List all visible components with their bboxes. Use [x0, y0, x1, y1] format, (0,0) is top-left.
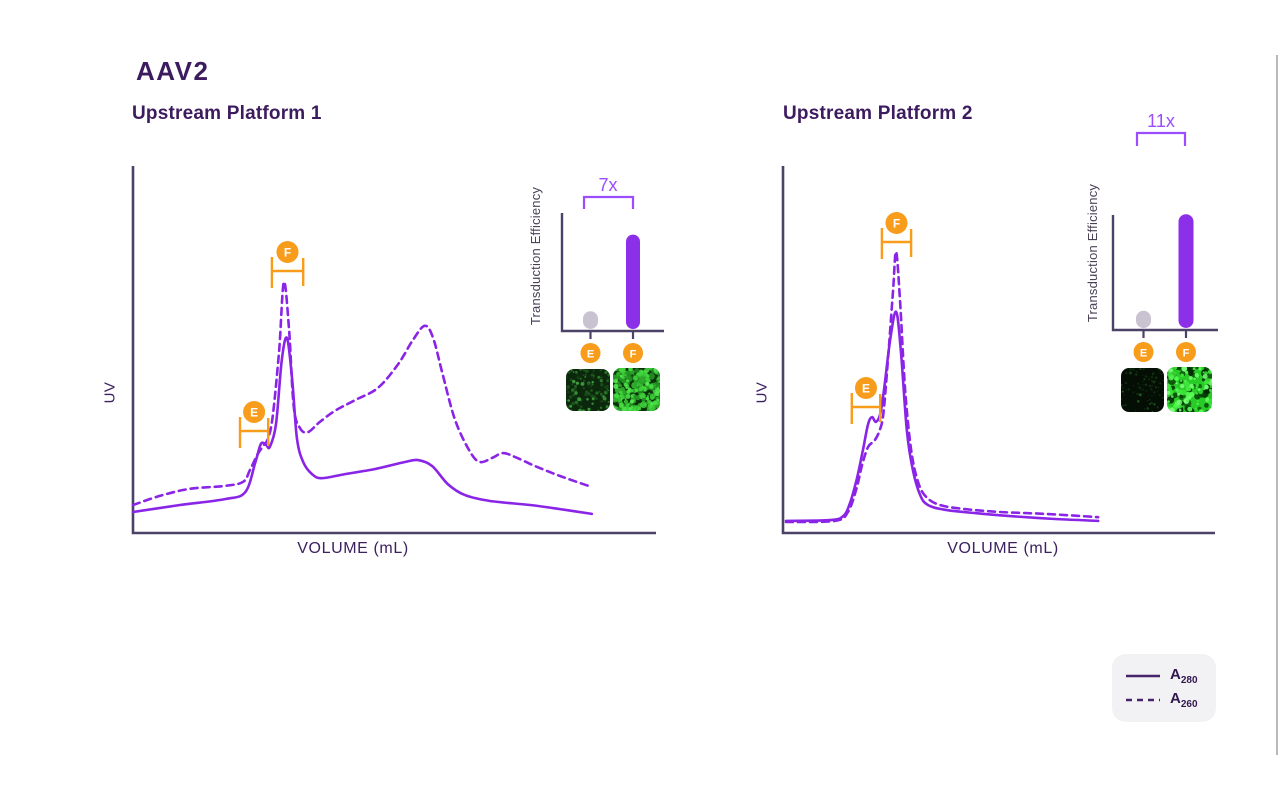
efficiency-inset-2: Transduction Efficiency 11x E F	[1085, 111, 1218, 362]
chromatogram-plot-1: EF	[131, 166, 656, 535]
inset2-ticks	[1142, 330, 1188, 338]
efficiency-bar-E	[1136, 310, 1151, 329]
inset1-bars	[583, 234, 640, 329]
peak-badge-E-label: E	[250, 406, 258, 420]
inset1-badge-E-circle	[580, 343, 601, 363]
plot2-axes	[781, 166, 1215, 535]
figure-title: AAV2	[136, 56, 210, 86]
inset2-badge-E-label: E	[1140, 348, 1147, 360]
panel2-subtitle: Upstream Platform 2	[783, 103, 973, 124]
micrograph-texture	[1167, 367, 1212, 412]
inset1-axes	[560, 213, 664, 333]
solid-line-swatch	[1126, 674, 1160, 678]
micrograph-texture	[566, 369, 610, 411]
peak-bracket-F	[270, 257, 305, 288]
micrograph-panel2-E	[1121, 368, 1164, 412]
peak-badge-E-circle	[243, 401, 266, 423]
plot1-axes	[131, 166, 656, 535]
inset2-fold-bracket	[1135, 131, 1187, 146]
curve-A280	[784, 310, 1100, 523]
inset2-axes	[1111, 215, 1218, 332]
panel1-subtitle: Upstream Platform 1	[132, 103, 322, 124]
inset1-badge-F-circle	[623, 343, 643, 363]
peak-bracket-F	[880, 228, 913, 259]
inset1-fold-bracket	[582, 195, 635, 209]
legend-label-a280: A280	[1170, 666, 1198, 686]
plot1-y-axis-label: UV	[101, 381, 119, 404]
legend-item-a260: A260	[1125, 688, 1216, 712]
chromatogram-plot-2: EF	[781, 166, 1215, 535]
plot2-x-axis-label: VOLUME (mL)	[947, 540, 1059, 557]
inset2-badge-F-label: F	[1183, 348, 1190, 360]
peak-badge-F-circle	[276, 241, 299, 263]
peak-bracket-E	[238, 417, 270, 448]
legend-label-a260: A260	[1170, 690, 1198, 710]
peak-badge-F-label: F	[893, 217, 900, 231]
inset1-ticks	[589, 331, 635, 339]
inset1-badge-F-label: F	[630, 349, 637, 361]
inset2-fold-label: 11x	[1147, 111, 1175, 131]
inset1-y-label: Transduction Efficiency	[528, 187, 543, 326]
efficiency-bar-F	[626, 234, 640, 329]
page-edge-line	[1276, 55, 1278, 755]
curve-A260	[131, 280, 594, 507]
peak-badge-F-label: F	[284, 246, 291, 260]
peak-badge-F-circle	[885, 212, 908, 234]
inset2-badge-F-circle	[1176, 342, 1196, 362]
efficiency-inset-1: Transduction Efficiency 7x E F	[528, 175, 664, 363]
micrograph-texture	[613, 368, 660, 411]
plot1-x-axis-label: VOLUME (mL)	[297, 540, 409, 557]
micrograph-texture	[1121, 368, 1164, 412]
efficiency-bar-E	[583, 311, 598, 329]
efficiency-bar-F	[1178, 214, 1194, 328]
peak-badge-E-circle	[855, 377, 877, 399]
peak-bracket-E	[850, 393, 882, 424]
inset1-fold-label: 7x	[598, 175, 617, 195]
curve-A260	[784, 250, 1100, 524]
micrograph-panel2-F	[1167, 367, 1212, 412]
legend-item-a280: A280	[1125, 664, 1216, 688]
micrograph-panel1-E	[566, 369, 610, 411]
plot2-y-axis-label: UV	[753, 381, 771, 404]
micrograph-panel1-F	[613, 368, 660, 411]
legend: A280 A260	[1112, 654, 1216, 722]
inset1-badge-E-label: E	[587, 349, 594, 361]
inset2-bars	[1136, 214, 1194, 329]
inset2-badge-E-circle	[1133, 342, 1154, 362]
peak-badge-E-label: E	[862, 382, 870, 396]
inset2-y-label: Transduction Efficiency	[1085, 184, 1100, 323]
dashed-line-swatch	[1126, 698, 1160, 702]
